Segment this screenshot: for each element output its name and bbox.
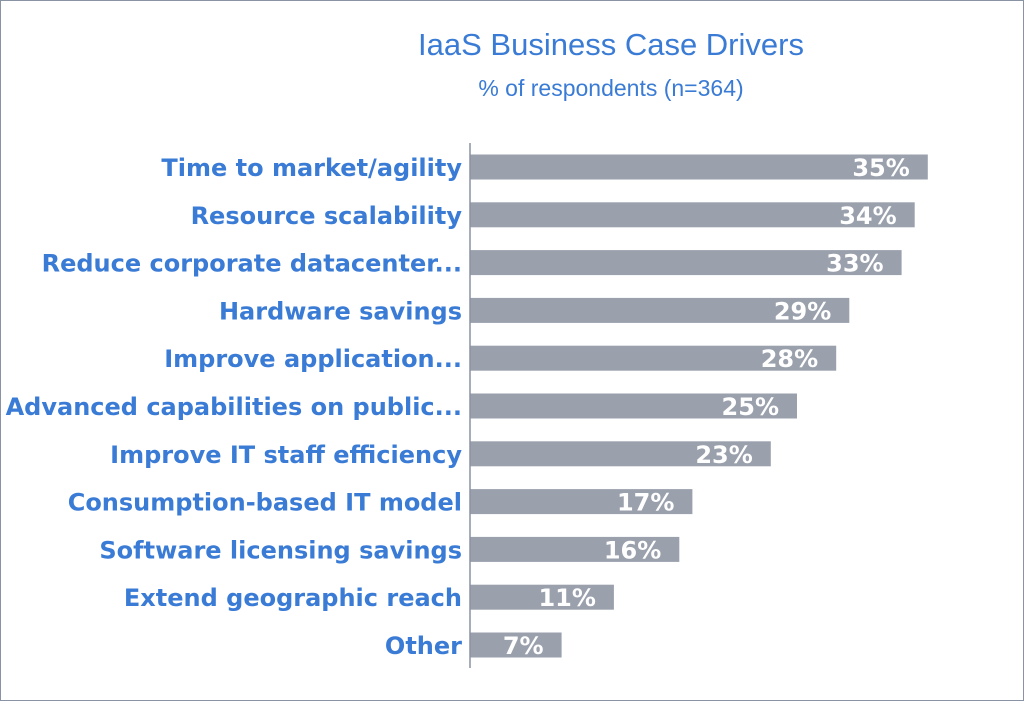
category-label-0: Time to market/agility — [161, 154, 462, 182]
bar-9 — [470, 584, 614, 610]
chart-subtitle: % of respondents (n=364) — [478, 75, 744, 101]
bar-1 — [470, 202, 915, 228]
bar-10 — [470, 632, 562, 658]
data-label-0: 35% — [852, 154, 909, 182]
data-label-2: 33% — [826, 250, 883, 278]
bar-4 — [470, 345, 837, 371]
bars-layer — [470, 154, 928, 658]
category-label-8: Software licensing savings — [99, 536, 462, 564]
chart-title: IaaS Business Case Drivers — [418, 27, 804, 62]
bar-7 — [470, 489, 693, 515]
bar-6 — [470, 441, 771, 467]
data-label-1: 34% — [839, 202, 896, 230]
data-label-6: 23% — [695, 441, 752, 469]
category-label-4: Improve application... — [164, 345, 462, 373]
data-label-9: 11% — [538, 584, 595, 612]
category-label-1: Resource scalability — [191, 202, 463, 230]
data-label-8: 16% — [604, 536, 661, 564]
bar-3 — [470, 297, 850, 323]
category-label-5: Advanced capabilities on public... — [6, 393, 462, 421]
category-label-9: Extend geographic reach — [124, 584, 462, 612]
category-label-7: Consumption-based IT model — [68, 489, 462, 517]
category-label-2: Reduce corporate datacenter... — [42, 250, 462, 278]
bar-8 — [470, 536, 680, 562]
data-label-5: 25% — [722, 393, 779, 421]
category-label-10: Other — [385, 632, 462, 660]
category-label-3: Hardware savings — [219, 297, 462, 325]
data-label-4: 28% — [761, 345, 818, 373]
category-label-6: Improve IT staff efficiency — [110, 441, 462, 469]
bar-5 — [470, 393, 797, 419]
data-label-10: 7% — [503, 632, 544, 660]
bar-2 — [470, 250, 902, 276]
bar-0 — [470, 154, 928, 180]
data-label-3: 29% — [774, 297, 831, 325]
data-label-7: 17% — [617, 489, 674, 517]
labels-layer: 35% Time to market/agility 34% Resource sca… — [6, 154, 910, 660]
